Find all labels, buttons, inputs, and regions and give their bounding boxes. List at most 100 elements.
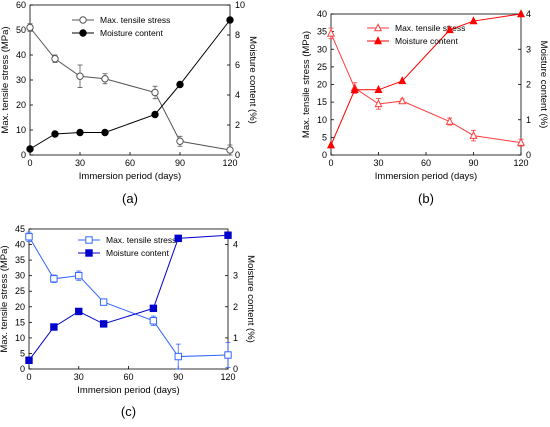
y2-tick-label: 4	[235, 90, 240, 100]
data-point	[176, 80, 184, 89]
x-axis-label: Immersion period (days)	[375, 171, 477, 182]
legend-label: Max. tensile stress	[395, 23, 465, 33]
y-tick-label: 10	[15, 333, 25, 343]
data-point	[76, 128, 84, 137]
y-tick-label: 35	[15, 255, 25, 265]
data-point	[516, 9, 526, 18]
data-point	[374, 84, 383, 93]
y2-axis-label: Moisture content (%)	[538, 41, 549, 129]
y2-tick-label: 6	[235, 60, 240, 70]
data-point	[26, 23, 34, 32]
y2-tick-label: 2	[235, 120, 240, 130]
data-point	[445, 25, 454, 34]
series-line	[330, 13, 522, 146]
data-point	[469, 16, 478, 25]
y-tick-label: 10	[16, 125, 26, 135]
series-max-tensile-stress	[26, 23, 234, 156]
x-tick-label: 120	[222, 158, 237, 168]
data-point	[151, 88, 159, 97]
y2-tick-label: 2	[526, 80, 531, 90]
data-point	[101, 75, 109, 83]
y-tick-label: 0	[20, 364, 25, 374]
y2-tick-label: 3	[233, 271, 238, 281]
y2-tick-label: 0	[235, 150, 240, 160]
y2-tick-label: 1	[233, 333, 238, 343]
y-tick-label: 5	[322, 132, 327, 142]
chart-panel-b: 0 30 60 90 120051015202530354001234Immersion…	[301, 9, 549, 206]
series-moisture-content	[25, 231, 232, 364]
data-point	[50, 323, 58, 331]
y-tick-label: 30	[317, 44, 327, 54]
data-point	[326, 28, 336, 37]
y-tick-label: 20	[15, 302, 25, 312]
y-tick-label: 40	[317, 9, 327, 19]
data-point	[149, 304, 158, 313]
series-max-tensile-stress	[326, 27, 526, 147]
x-tick-label: 30	[373, 158, 383, 168]
y2-tick-label: 0	[526, 150, 531, 160]
x-tick-label: 60	[421, 158, 431, 168]
y-tick-label: 35	[317, 27, 327, 37]
x-tick-label: 120	[513, 158, 528, 168]
y2-tick-label: 4	[526, 9, 531, 19]
x-tick-label: 30	[75, 158, 85, 168]
x-axis-label: Immersion period (days)	[77, 385, 179, 396]
panel-label: (a)	[122, 191, 138, 206]
data-point	[101, 128, 109, 137]
y-tick-label: 25	[15, 286, 25, 296]
series-line	[29, 19, 231, 150]
data-point	[51, 55, 59, 63]
legend-marker	[85, 249, 93, 257]
x-tick-label: 120	[220, 372, 235, 382]
data-point	[75, 271, 83, 280]
y2-tick-label: 10	[235, 0, 245, 10]
data-point	[26, 145, 34, 153]
x-tick-label: 0	[328, 158, 333, 168]
x-tick-label: 90	[175, 158, 185, 168]
y-tick-label: 40	[16, 50, 26, 60]
series-line	[29, 27, 231, 151]
y-tick-label: 20	[16, 100, 26, 110]
data-point	[151, 110, 159, 119]
legend-label: Max. tensile stress	[100, 15, 170, 25]
y-tick-label: 10	[317, 115, 327, 125]
legend-marker	[79, 29, 87, 37]
data-point	[75, 307, 83, 316]
y-tick-label: 0	[322, 150, 327, 160]
y2-tick-label: 4	[233, 240, 238, 250]
data-point	[51, 130, 59, 138]
legend-label: Moisture content	[106, 248, 169, 258]
legend-marker	[373, 36, 383, 45]
chart-panel-c: 0 30 60 90 12005101520253035404501234Immersi…	[0, 224, 256, 419]
legend-label: Moisture content	[100, 28, 163, 38]
y-axis-label: Max. tensile stress (MPa)	[0, 26, 11, 133]
y-tick-label: 25	[317, 62, 327, 72]
data-point	[398, 76, 407, 85]
x-tick-label: 30	[74, 372, 84, 382]
data-point	[149, 317, 158, 325]
series-max-tensile-stress	[25, 231, 232, 370]
data-point	[224, 231, 232, 239]
y-tick-label: 60	[16, 0, 26, 10]
y2-tick-label: 0	[233, 364, 238, 374]
data-point	[99, 298, 108, 306]
data-point	[174, 234, 182, 243]
data-point	[226, 16, 234, 24]
chart-panel-a: 0 30 60 90 12001020304050600246810Immersion …	[0, 0, 258, 206]
data-point	[326, 140, 336, 149]
data-point	[350, 84, 359, 93]
y-tick-label: 30	[15, 271, 25, 281]
legend-marker	[79, 16, 87, 24]
data-point	[398, 96, 407, 105]
y-tick-label: 15	[15, 317, 25, 327]
data-point	[226, 146, 234, 154]
y-axis-label: Max. tensile stress (MPa)	[301, 31, 312, 138]
series-moisture-content	[326, 9, 526, 149]
y-tick-label: 5	[20, 348, 25, 358]
y-tick-label: 50	[16, 25, 26, 35]
data-point	[76, 72, 84, 80]
x-tick-label: 60	[123, 372, 133, 382]
series-line	[330, 33, 522, 144]
data-point	[445, 116, 454, 125]
